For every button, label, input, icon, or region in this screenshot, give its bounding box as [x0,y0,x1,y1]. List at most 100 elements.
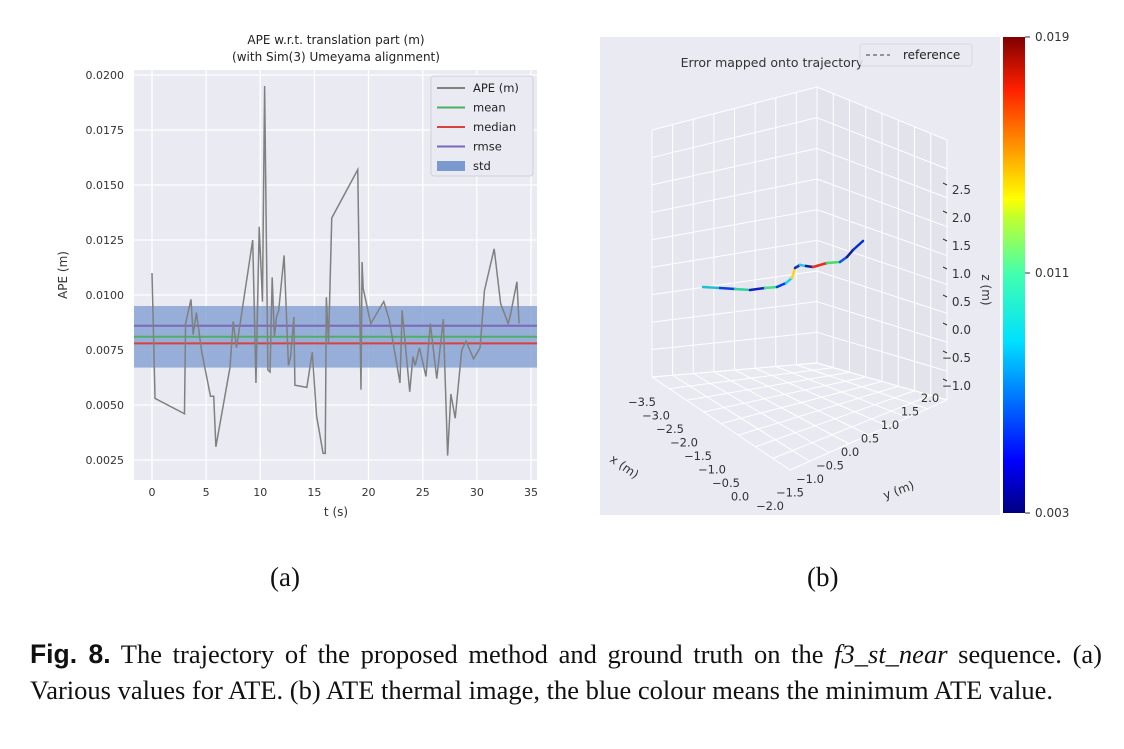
grid-line [651,331,818,351]
grid-line [816,331,948,372]
ape-chart: 0 5 10 15 20 25 30 35 0.0025 0.0050 0.0075 0.0100 0.… [56,33,538,519]
grid-line [816,117,948,170]
y-tick-label: 0.0050 [86,399,125,412]
x-tick-label: 30 [470,486,484,499]
subfigure-label-a: (a) [270,562,300,592]
trajectory-segment [748,286,767,292]
grid-line [672,374,810,462]
z-axis-label: z (m) [979,274,993,305]
grid-line [651,86,818,131]
trajectory-segment [733,287,752,292]
x-tick-label: 5 [203,486,210,499]
x-tick-label: −1.0 [698,463,726,477]
z-tick-label: 1.5 [952,239,971,253]
grid-line [816,147,948,199]
z-tick-label: −0.5 [942,351,971,365]
grid-line [713,371,850,445]
grid-line [772,394,931,459]
grid-line [651,239,818,268]
caption-text-2: sequence. (a) Various values for ATE. (b… [30,639,1102,705]
trajectory-segment [845,248,855,259]
legend-entry: median [473,120,516,134]
grid-line [816,301,948,343]
y-tick-label: 0.0150 [86,179,125,192]
y-tick-label: 0.0 [841,445,859,459]
trajectory-segment [825,260,842,265]
colorbar-tick-label: 0.003 [1035,506,1069,520]
x-tick-label: −2.5 [656,422,684,436]
z-tick-label: 1.0 [952,267,971,281]
grid-line [651,147,818,186]
grid-line [816,362,948,401]
z-tick [942,294,948,298]
legend-entry: rmse [473,140,502,154]
grid-line [755,390,915,448]
x-tick-label: 0 [149,486,156,499]
z-tick [942,322,948,326]
y-tick-label: −2.0 [756,499,784,513]
grid-line [651,178,818,213]
x-tick-label: −3.5 [628,395,656,409]
trajectory-segment [718,286,737,291]
z-tick [942,238,948,242]
y-tick-label: 2.0 [921,391,939,405]
grid-line [692,373,830,453]
chart-title: APE w.r.t. translation part (m) [247,33,424,47]
caption-fig-number: Fig. 8. [30,639,111,669]
grid-line [816,86,948,141]
y-tick-label: 0.5 [861,432,879,446]
legend-entry: std [473,159,491,173]
y-tick-label: −0.5 [816,459,844,473]
trajectory-segment [763,285,779,290]
caption-sequence: f3_st_near [834,639,948,669]
figure-caption: Fig. 8. The trajectory of the proposed m… [30,636,1102,708]
trajectory-segment [838,255,849,264]
colorbar-tick-label: 0.019 [1035,30,1069,44]
z-tick-label: −1.0 [942,379,971,393]
y-tick-label: 0.0200 [86,69,125,82]
x-axis-label: t (s) [324,505,348,519]
grid-line [651,301,818,323]
trajectory-segment [790,266,797,280]
x-tick-label: −0.5 [712,476,740,490]
z-tick-label: 2.5 [952,183,971,197]
x-tick-label: 35 [524,486,538,499]
grid-line [738,385,899,436]
colorbar-tick-label: 0.011 [1035,266,1069,280]
grid-line [816,239,948,285]
grid-line [816,178,948,228]
x-tick-label: 10 [253,486,267,499]
legend-swatch [437,161,465,171]
subfigure-label-b: (b) [807,562,839,592]
chart-subtitle: (with Sim(3) Umeyama alignment) [232,50,440,64]
y-tick-label: 1.5 [901,405,919,419]
grid-line [816,270,948,314]
z-tick-label: 0.5 [952,295,971,309]
legend-entry: reference [903,48,960,62]
y-tick-label: −1.5 [776,486,804,500]
z-tick [942,378,948,382]
trajectory-segment [851,239,865,252]
y-tick-label: 0.0175 [86,124,125,137]
y-tick-label: 1.0 [881,418,899,432]
y-tick-label: −1.0 [796,472,824,486]
z-tick-label: 2.0 [952,211,971,225]
caption-text-1: The trajectory of the proposed method an… [110,639,835,669]
legend-entry: mean [473,101,506,115]
grid-line [816,209,948,257]
colorbar [1003,37,1025,513]
grid-line [789,399,948,471]
y-tick-label: 0.0075 [86,344,125,357]
x-tick-label: −1.5 [684,449,712,463]
grid-line [734,369,869,436]
x-tick-label: −2.0 [670,436,698,450]
grid-line [651,376,791,471]
legend-box [430,75,534,177]
trajectory-segment [701,285,722,290]
y-tick-label: 0.0125 [86,234,125,247]
z-tick [942,350,948,354]
x-tick-label: −3.0 [642,409,670,423]
legend-entry: APE (m) [473,81,519,95]
trajectory-segment [775,281,788,289]
z-tick-label: 0.0 [952,323,971,337]
